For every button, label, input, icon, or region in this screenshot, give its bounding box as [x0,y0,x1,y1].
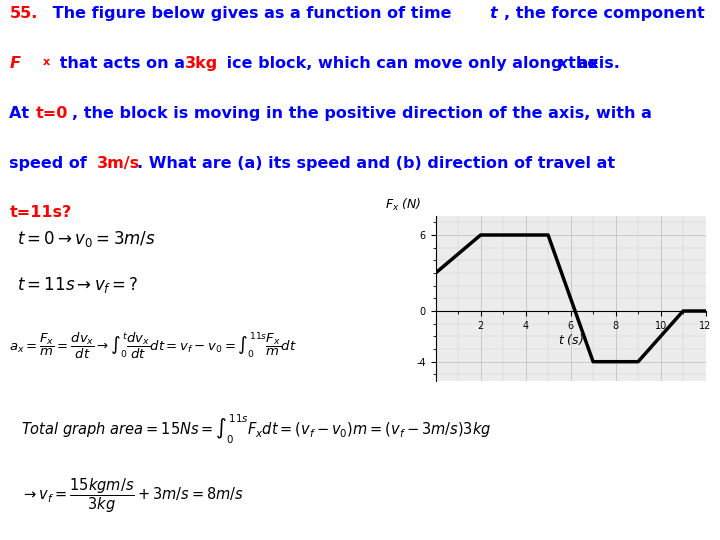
Text: $\rightarrow v_f = \dfrac{15kgm/s}{3kg} + 3m/s = 8m/s$: $\rightarrow v_f = \dfrac{15kgm/s}{3kg} … [21,477,244,516]
Text: x: x [558,56,568,71]
Text: The figure below gives as a function of time: The figure below gives as a function of … [47,6,457,22]
Text: t: t [490,6,498,22]
Text: axis.: axis. [572,56,620,71]
Text: $a_x = \dfrac{F_x}{m} = \dfrac{dv_x}{dt} \rightarrow \int_0^t \dfrac{dv_x}{dt}dt: $a_x = \dfrac{F_x}{m} = \dfrac{dv_x}{dt}… [9,332,297,362]
X-axis label: $t$ (s): $t$ (s) [558,332,583,347]
Text: F: F [9,56,20,71]
Text: $t = 11s \rightarrow v_f = ?$: $t = 11s \rightarrow v_f = ?$ [17,275,139,295]
Text: At: At [9,106,35,121]
Text: , the force component: , the force component [504,6,705,22]
Text: $\mathit{Total\ graph\ area} = 15Ns = \int_0^{11s} F_x dt = (v_f - v_0)m = (v_f : $\mathit{Total\ graph\ area} = 15Ns = \i… [21,412,491,445]
Y-axis label: $F_x$ (N): $F_x$ (N) [385,197,421,213]
Text: $t = 0 \rightarrow v_0 = 3m/s$: $t = 0 \rightarrow v_0 = 3m/s$ [17,229,156,249]
Text: speed of: speed of [9,156,93,171]
Text: ice block, which can move only along the: ice block, which can move only along the [221,56,604,71]
Text: 3m/s: 3m/s [97,156,140,171]
Text: x: x [43,57,50,68]
Text: 3kg: 3kg [185,56,218,71]
Text: . What are (a) its speed and (b) direction of travel at: . What are (a) its speed and (b) directi… [137,156,615,171]
Text: that acts on a: that acts on a [54,56,191,71]
Text: 55.: 55. [9,6,37,22]
Text: t=11s?: t=11s? [9,205,71,220]
Text: , the block is moving in the positive direction of the axis, with a: , the block is moving in the positive di… [72,106,652,121]
Text: t=0: t=0 [36,106,68,121]
